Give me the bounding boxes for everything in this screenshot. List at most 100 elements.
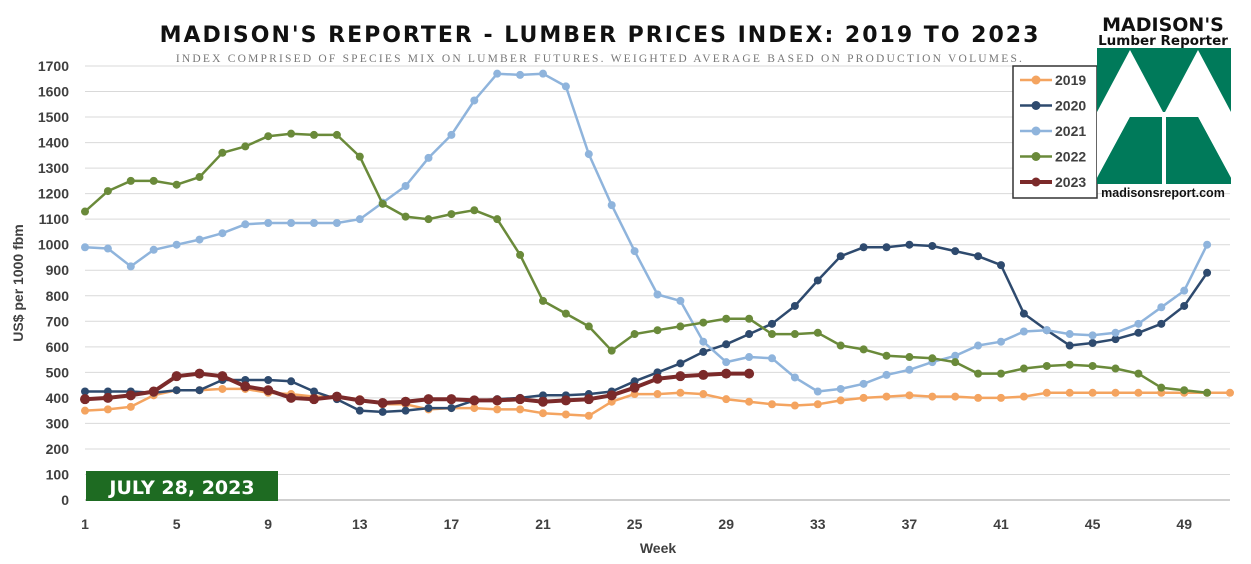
logo-trees-icon	[1097, 48, 1231, 184]
legend-item-2020: 2020	[1020, 98, 1086, 114]
data-point-2021	[539, 69, 547, 78]
data-point-2022	[653, 326, 662, 335]
data-point-2021	[332, 219, 341, 228]
logo-subtitle: Lumber Reporter	[1098, 33, 1228, 49]
logo-tree-top-left	[1097, 50, 1163, 112]
data-point-2020	[859, 243, 868, 252]
data-point-2022	[424, 215, 433, 224]
data-point-2022	[332, 130, 341, 139]
data-point-2021	[81, 243, 89, 252]
data-point-2023	[560, 395, 571, 406]
data-point-2020	[768, 319, 776, 328]
data-point-2021	[676, 296, 685, 305]
data-point-2019	[1226, 388, 1234, 397]
y-tick-label: 400	[46, 390, 70, 406]
data-point-2022	[768, 330, 776, 339]
series-2022	[81, 129, 1212, 397]
data-point-2020	[882, 243, 891, 252]
data-point-2022	[149, 176, 158, 185]
legend-label: 2022	[1055, 149, 1086, 165]
madisons-logo: MADISON'S Lumber Reporter madisonsreport…	[1097, 14, 1231, 200]
x-axis-ticks: 1 5 9 13 17 21 25 29 33 37 41 45 49	[81, 516, 1192, 532]
series-2023	[80, 368, 755, 408]
data-point-2021	[1042, 326, 1051, 335]
data-point-2022	[1180, 386, 1189, 395]
data-point-2021	[722, 358, 731, 367]
logo-title: MADISON'S	[1102, 14, 1224, 36]
x-tick-label: 49	[1176, 516, 1192, 532]
data-point-2019	[1134, 388, 1143, 397]
y-tick-label: 1700	[38, 58, 69, 74]
data-point-2022	[264, 132, 273, 141]
data-point-2021	[905, 365, 914, 374]
data-point-2022	[974, 369, 983, 378]
logo-url: madisonsreport.com	[1101, 186, 1225, 200]
data-point-2021	[997, 337, 1005, 346]
data-point-2019	[1088, 388, 1097, 397]
data-point-2021	[1180, 286, 1189, 295]
data-point-2022	[1042, 361, 1051, 370]
data-point-2021	[1019, 327, 1028, 336]
data-point-2023	[377, 397, 388, 408]
data-point-2021	[745, 353, 754, 362]
data-point-2022	[699, 318, 708, 327]
legend-label: 2019	[1055, 72, 1086, 88]
data-point-2019	[928, 392, 937, 401]
data-point-2021	[974, 341, 983, 350]
data-point-2022	[355, 152, 364, 161]
data-point-2021	[836, 384, 845, 393]
data-point-2020	[905, 240, 914, 249]
data-point-2020	[81, 387, 89, 396]
x-tick-label: 13	[352, 516, 368, 532]
data-point-2023	[446, 394, 457, 405]
x-tick-label: 9	[264, 516, 272, 532]
data-point-2019	[103, 405, 112, 414]
data-point-2019	[882, 392, 891, 401]
chart-subtitle: INDEX COMPRISED OF SPECIES MIX ON LUMBER…	[176, 53, 1024, 65]
data-point-2022	[928, 354, 937, 363]
data-point-2023	[652, 373, 663, 384]
y-tick-label: 700	[46, 313, 70, 329]
data-point-2020	[401, 406, 410, 415]
legend-label: 2020	[1055, 98, 1086, 114]
data-point-2019	[561, 410, 570, 419]
data-point-2022	[676, 322, 685, 331]
data-point-2020	[722, 340, 731, 349]
y-tick-label: 900	[46, 262, 70, 278]
data-point-2020	[1134, 328, 1143, 337]
data-point-2022	[81, 207, 89, 216]
data-point-2021	[882, 370, 891, 379]
logo-tree-bottom-left	[1097, 117, 1162, 184]
legend-item-2021: 2021	[1020, 123, 1086, 139]
x-axis-title: Week	[640, 540, 677, 556]
legend-marker	[1031, 152, 1041, 161]
data-point-2021	[768, 354, 776, 363]
data-point-2021	[126, 262, 135, 271]
y-tick-label: 1000	[38, 237, 69, 253]
data-point-2021	[607, 201, 616, 210]
data-point-2022	[470, 206, 479, 215]
legend-label: 2023	[1055, 174, 1086, 190]
data-point-2020	[813, 276, 822, 285]
data-point-2020	[1065, 341, 1074, 350]
data-point-2019	[813, 400, 822, 409]
data-point-2021	[310, 219, 318, 228]
data-point-2021	[355, 215, 364, 224]
y-tick-label: 300	[46, 415, 70, 431]
data-point-2022	[172, 180, 181, 189]
data-point-2019	[974, 393, 983, 402]
data-point-2022	[218, 148, 227, 157]
data-point-2023	[606, 390, 617, 401]
data-point-2022	[401, 212, 410, 221]
y-tick-label: 1100	[39, 211, 70, 227]
data-point-2022	[951, 358, 960, 367]
data-point-2020	[1088, 338, 1097, 347]
data-point-2019	[218, 384, 227, 393]
data-point-2022	[1134, 369, 1143, 378]
data-point-2019	[905, 391, 914, 400]
legend-item-2022: 2022	[1020, 149, 1086, 165]
data-point-2023	[217, 371, 228, 382]
data-point-2020	[790, 301, 799, 310]
y-tick-label: 100	[46, 466, 70, 482]
data-point-2021	[1203, 240, 1212, 249]
